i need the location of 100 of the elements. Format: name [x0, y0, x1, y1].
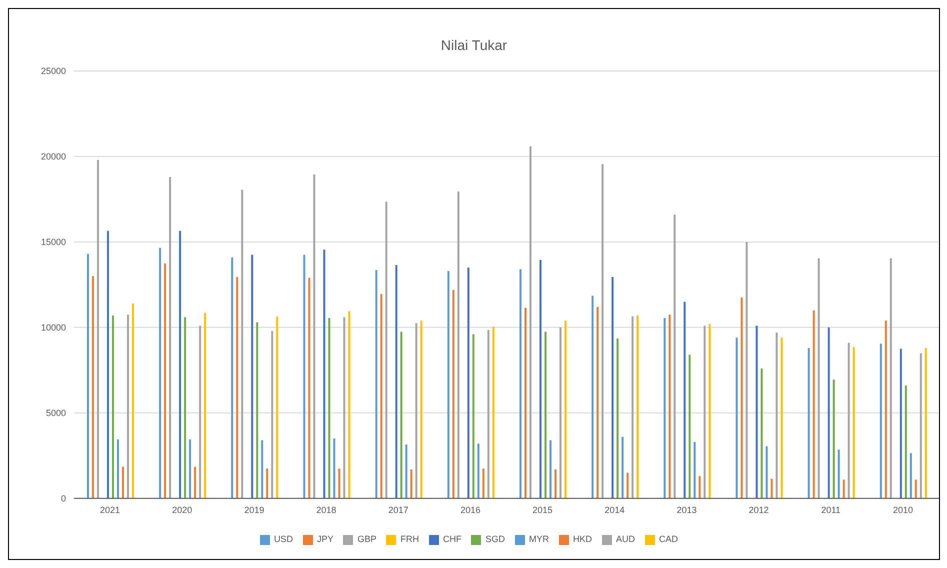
x-tick-label: 2014 — [604, 504, 625, 515]
x-tick-label: 2017 — [388, 504, 408, 515]
bar — [385, 202, 388, 498]
bar — [848, 342, 850, 498]
bar — [564, 320, 566, 498]
bar — [636, 315, 639, 498]
bar — [668, 314, 671, 498]
y-tick-label: 15000 — [40, 237, 66, 248]
bar — [395, 265, 398, 498]
bar — [740, 298, 743, 498]
bar — [338, 468, 340, 498]
bar — [924, 348, 927, 498]
bar — [818, 258, 820, 498]
legend-label: MYR — [529, 534, 549, 544]
bar — [842, 480, 845, 498]
bar — [112, 315, 114, 498]
bar — [890, 258, 892, 498]
bar — [231, 257, 234, 498]
bar — [251, 254, 254, 498]
legend-label: CHF — [442, 534, 462, 544]
bar — [828, 327, 830, 498]
bar — [780, 338, 783, 498]
bar — [343, 317, 346, 498]
legend-label: HKD — [573, 534, 592, 544]
bar — [472, 334, 474, 498]
x-tick-label: 2012 — [748, 504, 769, 515]
x-tick-label: 2018 — [316, 504, 336, 515]
bar — [184, 317, 186, 498]
bar — [529, 146, 532, 498]
bar — [164, 263, 166, 498]
bar — [126, 314, 129, 498]
bar — [704, 326, 706, 498]
bar — [333, 438, 336, 498]
legend-label: CAD — [659, 534, 678, 544]
bar — [467, 268, 470, 498]
bar — [256, 322, 258, 498]
bar — [86, 254, 89, 498]
x-tick-label: 2016 — [460, 504, 480, 515]
legend-label: USD — [274, 534, 293, 544]
bar — [736, 338, 738, 498]
bar — [261, 440, 264, 498]
x-tick-label: 2015 — [532, 504, 553, 515]
bar — [852, 347, 855, 498]
bar — [452, 290, 454, 498]
bar — [549, 440, 552, 498]
bar — [616, 338, 619, 498]
bar — [400, 332, 402, 498]
bar — [204, 312, 206, 498]
bar — [880, 344, 882, 498]
bar — [910, 453, 912, 498]
legend-label: JPY — [316, 534, 334, 544]
bar — [482, 468, 484, 498]
bar — [96, 160, 99, 498]
legend-label: FRH — [400, 534, 419, 544]
bar — [622, 436, 624, 498]
bar — [132, 303, 134, 498]
bar — [457, 192, 460, 498]
bar — [664, 318, 666, 498]
bar — [328, 318, 330, 498]
bar — [375, 270, 378, 498]
bar — [106, 230, 109, 498]
bar — [159, 248, 162, 498]
bar — [410, 469, 412, 498]
bar — [447, 271, 450, 498]
bar — [688, 354, 691, 498]
x-tick-label: 2011 — [821, 504, 841, 515]
bar — [92, 276, 94, 498]
bar — [756, 326, 758, 498]
bar — [415, 323, 418, 498]
bar — [266, 468, 268, 498]
bar — [179, 230, 182, 498]
bar — [420, 320, 422, 498]
bar — [271, 330, 274, 498]
y-tick-label: 25000 — [40, 66, 66, 76]
x-tick-label: 2010 — [892, 504, 913, 515]
bar — [708, 324, 711, 498]
bar — [914, 480, 917, 498]
bar — [169, 176, 172, 498]
bar — [838, 450, 840, 498]
chart-title: Nilai Tukar — [440, 37, 508, 53]
bar — [189, 439, 192, 498]
bar — [626, 472, 629, 498]
bar — [519, 269, 522, 498]
bar — [832, 380, 835, 498]
y-tick-label: 10000 — [40, 322, 66, 333]
legend-label: SGD — [485, 534, 505, 544]
bar — [632, 316, 634, 498]
bar — [698, 476, 701, 498]
bar — [313, 174, 316, 498]
bar — [477, 444, 480, 498]
bar — [808, 348, 810, 498]
bar — [766, 446, 768, 498]
bar — [596, 306, 599, 498]
bar — [904, 386, 907, 498]
bar — [602, 164, 604, 498]
x-tick-label: 2019 — [244, 504, 264, 515]
bar — [303, 254, 306, 498]
bar — [539, 260, 542, 498]
bar — [348, 311, 350, 498]
bar — [241, 190, 244, 498]
